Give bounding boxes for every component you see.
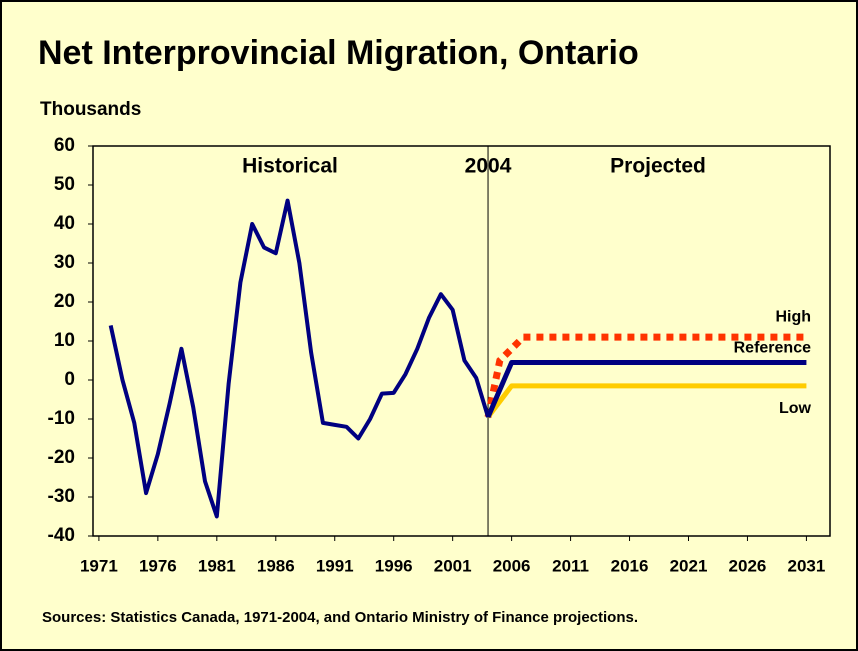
x-tick-label: 1971 (80, 556, 118, 575)
x-tick-label: 2011 (552, 556, 589, 575)
historical-line (108, 198, 490, 519)
annotation: Projected (610, 155, 706, 178)
source: Sources: Statistics Canada, 1971-2004, a… (42, 609, 638, 626)
x-tick-label: 2031 (788, 556, 826, 575)
y-tick-label: -40 (48, 525, 75, 546)
chart-title: Net Interprovincial Migration, Ontario (38, 34, 639, 72)
x-tick-label: 1976 (139, 556, 177, 575)
y-tick-label: -20 (48, 447, 75, 468)
series-label: High (775, 308, 811, 325)
annotation: Historical (242, 155, 338, 178)
y-tick-label: -10 (48, 408, 75, 429)
projection-line (486, 383, 807, 419)
x-tick-label: 1986 (257, 556, 295, 575)
y-tick-label: 0 (64, 369, 75, 390)
y-tick-label: -30 (48, 486, 75, 507)
projection-line (484, 333, 807, 418)
y-tick-label: 20 (54, 291, 75, 312)
x-tick-label: 2021 (670, 556, 708, 575)
series-label: Low (779, 400, 812, 417)
y-tick-label: 60 (54, 135, 75, 156)
x-tick-label: 2026 (729, 556, 767, 575)
x-tick-label: 2001 (434, 556, 472, 575)
y-tick-label: 10 (54, 330, 75, 351)
x-tick-label: 2006 (493, 556, 531, 575)
projection-line (485, 359, 807, 419)
x-tick-label: 2016 (611, 556, 649, 575)
x-tick-label: 1981 (198, 556, 236, 575)
x-tick-label: 1991 (316, 556, 354, 575)
divider-label: 2004 (465, 155, 512, 178)
y-tick-label: 30 (54, 252, 75, 273)
y-tick-label: 50 (54, 174, 75, 195)
x-tick-label: 1996 (375, 556, 413, 575)
y-axis-label: Thousands (40, 99, 141, 120)
series-label: Reference (734, 340, 811, 357)
y-tick-label: 40 (54, 213, 75, 234)
